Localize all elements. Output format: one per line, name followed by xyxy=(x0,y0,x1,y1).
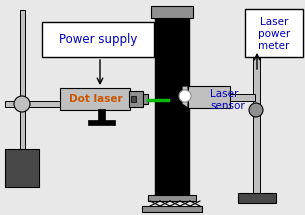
Bar xyxy=(5,101,110,107)
Bar xyxy=(253,50,260,195)
Bar xyxy=(151,6,193,18)
Bar xyxy=(88,120,115,125)
Bar xyxy=(98,109,105,123)
Circle shape xyxy=(179,90,191,102)
Circle shape xyxy=(14,96,30,112)
Bar xyxy=(42,22,154,57)
Bar xyxy=(60,88,130,110)
Text: Dot laser: Dot laser xyxy=(69,94,123,104)
Bar xyxy=(142,206,202,212)
Text: Laser
sensor: Laser sensor xyxy=(210,89,245,111)
Bar xyxy=(188,86,230,108)
Bar xyxy=(225,94,255,101)
Text: Laser
power
meter: Laser power meter xyxy=(258,17,290,51)
Bar xyxy=(143,94,148,104)
Bar xyxy=(5,149,39,187)
Bar xyxy=(245,9,303,57)
Bar xyxy=(129,91,143,107)
Bar xyxy=(131,96,136,102)
Bar xyxy=(20,10,25,185)
Polygon shape xyxy=(182,86,188,108)
Bar xyxy=(238,193,276,203)
Bar xyxy=(155,12,189,197)
Circle shape xyxy=(249,103,263,117)
Text: Power supply: Power supply xyxy=(59,32,137,46)
Bar xyxy=(148,195,196,201)
